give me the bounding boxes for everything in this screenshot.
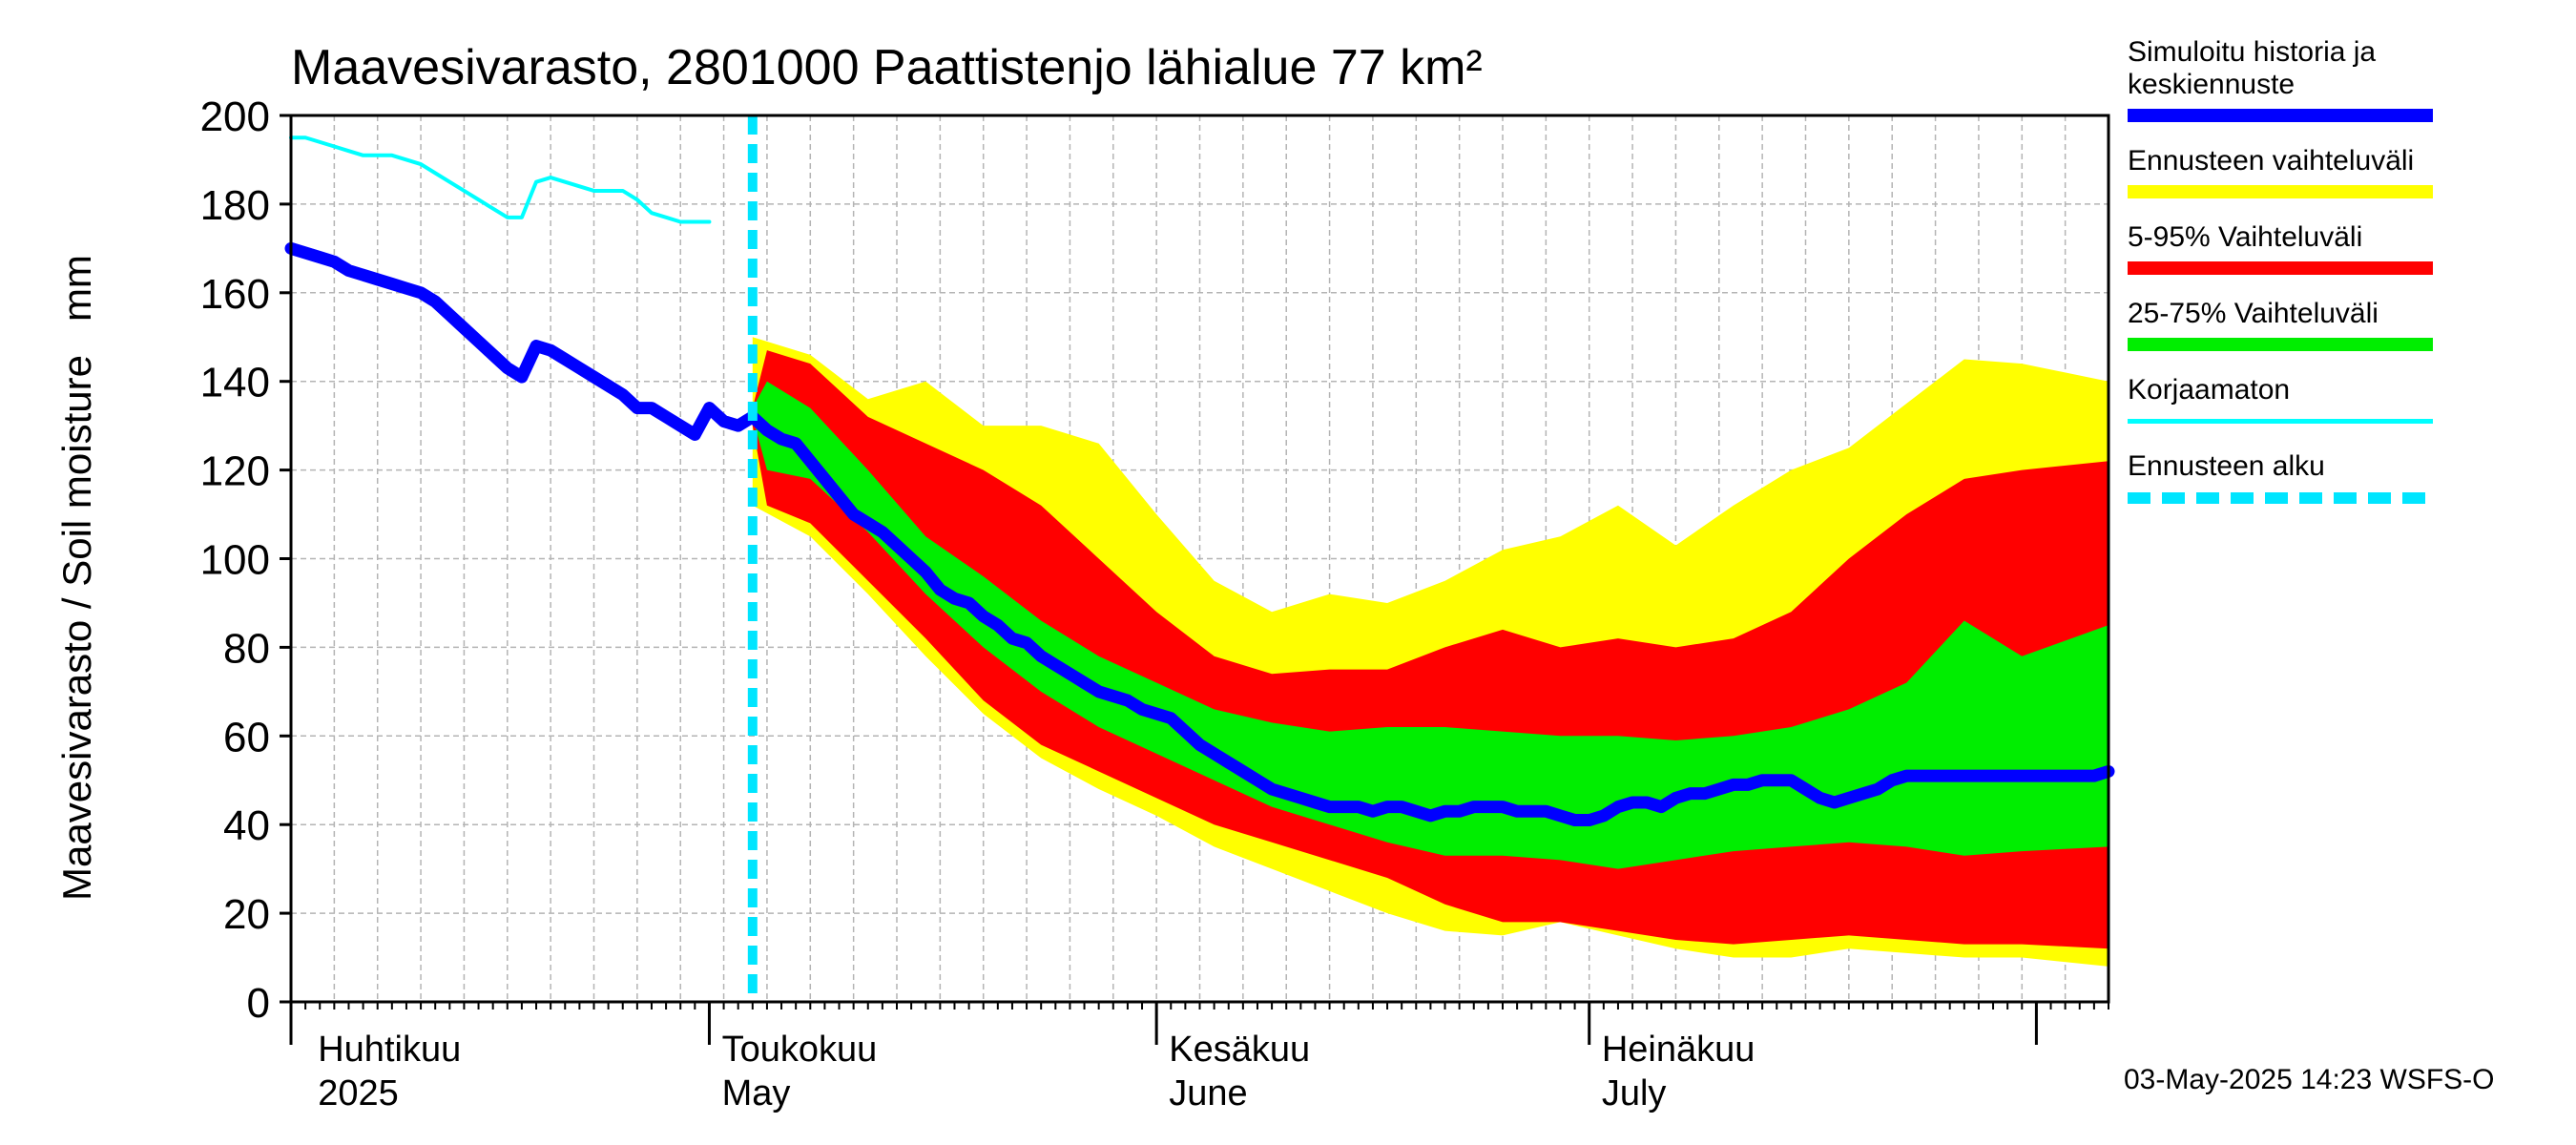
y-tick-label: 100: [200, 537, 270, 584]
legend-item-5-95: 5-95% Vaihteluväli: [2128, 198, 2442, 275]
series-line-simuloitu-historia-ja-keskiennuste: [284, 241, 2115, 827]
y-tick-label: 80: [223, 625, 270, 672]
legend-swatch-forecast-start: [2128, 492, 2433, 504]
band-25-75-vaihteluv-li: [752, 381, 2109, 869]
y-tick-label: 60: [223, 714, 270, 760]
legend-item-simulated: Simuloitu historia ja keskiennuste: [2128, 36, 2442, 122]
x-month-label-en: May: [722, 1073, 791, 1114]
legend-item-forecast-start: Ennusteen alku: [2128, 427, 2442, 504]
legend: Simuloitu historia ja keskiennuste Ennus…: [2128, 36, 2442, 504]
legend-item-25-75: 25-75% Vaihteluväli: [2128, 275, 2442, 351]
y-tick-label: 20: [223, 891, 270, 938]
legend-item-uncorrected: Korjaamaton: [2128, 351, 2442, 427]
legend-item-forecast-range: Ennusteen vaihteluväli: [2128, 122, 2442, 198]
x-month-label: Kesäkuu: [1169, 1030, 1310, 1070]
chart-title: Maavesivarasto, 2801000 Paattistenjo läh…: [291, 40, 1483, 95]
y-tick-label: 200: [200, 94, 270, 140]
legend-label-forecast-range: Ennusteen vaihteluväli: [2128, 145, 2415, 177]
y-tick-label: 140: [200, 360, 270, 406]
series-line-korjaamaton: [289, 135, 712, 224]
y-tick-label: 0: [247, 980, 270, 1027]
legend-label-forecast-start: Ennusteen alku: [2128, 450, 2325, 482]
y-tick-label: 180: [200, 182, 270, 229]
y-tick-label: 40: [223, 802, 270, 849]
legend-swatch-forecast-range: [2128, 185, 2433, 198]
y-axis-label: Maavesivarasto / Soil moisture mm: [54, 255, 99, 901]
x-month-label: Huhtikuu: [318, 1030, 461, 1070]
x-month-label-en: July: [1602, 1073, 1667, 1114]
x-month-label-en: June: [1169, 1073, 1247, 1114]
x-month-label-en: 2025: [318, 1073, 399, 1114]
legend-swatch-5-95: [2128, 261, 2433, 275]
legend-label-25-75: 25-75% Vaihteluväli: [2128, 298, 2379, 329]
legend-label-5-95: 5-95% Vaihteluväli: [2128, 221, 2363, 253]
legend-swatch-uncorrected: [2128, 419, 2433, 424]
y-tick-label: 160: [200, 271, 270, 318]
y-tick-label: 120: [200, 448, 270, 495]
x-month-label: Heinäkuu: [1602, 1030, 1755, 1070]
legend-swatch-simulated: [2128, 109, 2433, 122]
legend-swatch-25-75: [2128, 338, 2433, 351]
footer-timestamp: 03-May-2025 14:23 WSFS-O: [2124, 1064, 2495, 1095]
x-month-label: Toukokuu: [722, 1030, 878, 1070]
legend-label-uncorrected: Korjaamaton: [2128, 374, 2291, 406]
legend-label-simulated: Simuloitu historia ja keskiennuste: [2128, 36, 2377, 100]
